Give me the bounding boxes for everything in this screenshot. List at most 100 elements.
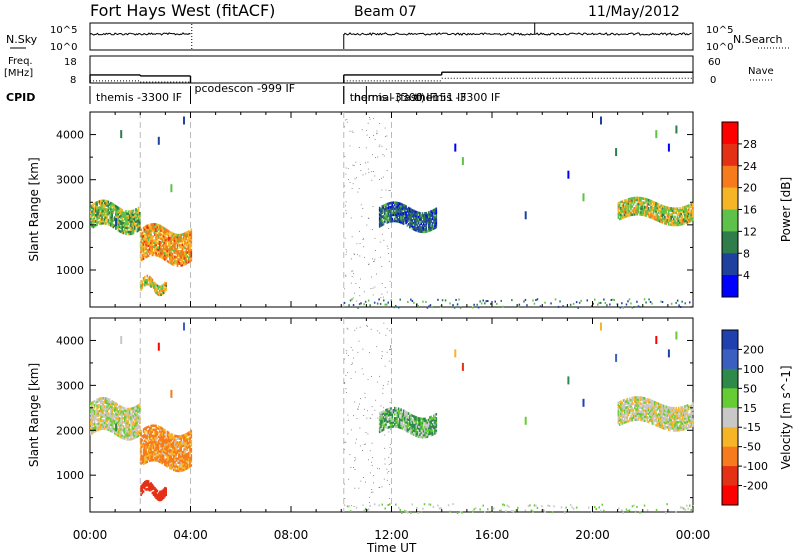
echo-cell — [155, 239, 157, 243]
echo-cell — [688, 419, 690, 423]
echo-cell — [172, 251, 175, 254]
echo-cell — [390, 419, 392, 422]
echo-cell — [140, 256, 142, 260]
echo-cell — [166, 461, 169, 464]
noise-dot — [381, 351, 383, 353]
ground-scatter-cell — [405, 510, 408, 513]
echo-cell — [142, 226, 145, 230]
ground-scatter-cell — [515, 509, 518, 512]
ground-scatter-cell — [627, 300, 629, 303]
echo-cell — [644, 205, 646, 209]
echo-cell — [688, 415, 690, 419]
echo-cell — [646, 212, 649, 216]
echo-cell — [151, 452, 154, 456]
echo-cell — [417, 435, 420, 438]
echo-cell — [126, 214, 128, 217]
echo-cell — [92, 207, 95, 210]
echo-cell — [116, 214, 118, 217]
echo-cell — [647, 410, 650, 414]
echo-cell — [116, 431, 118, 435]
echo-cell — [122, 211, 125, 214]
echo-cell — [164, 247, 166, 251]
echo-cell — [180, 461, 182, 464]
echo-cell — [161, 441, 164, 445]
echo-cell — [430, 218, 432, 221]
echo-cell — [111, 406, 113, 409]
echo-cell — [666, 208, 669, 212]
noise-dot — [386, 472, 388, 474]
echo-cell — [399, 206, 401, 209]
noise-dot — [388, 217, 390, 219]
echo-cell — [112, 402, 115, 406]
echo-cell — [91, 405, 93, 409]
noise-dot — [356, 300, 358, 302]
echo-cell — [117, 214, 120, 218]
echo-cell — [169, 460, 171, 464]
echo-cell — [145, 480, 147, 483]
echo-cell — [141, 485, 144, 489]
echo-cell — [150, 277, 152, 280]
echo-cell — [155, 440, 157, 444]
echo-cell — [651, 422, 654, 425]
echo-cell — [656, 424, 659, 427]
echo-cell — [97, 424, 100, 427]
echo-cell — [189, 461, 191, 464]
echo-cell — [620, 217, 622, 220]
echo-cell — [154, 438, 156, 442]
ground-scatter-cell — [526, 304, 528, 307]
echo-cell — [426, 419, 429, 422]
echo-cell — [100, 419, 102, 423]
echo-cell — [399, 411, 401, 415]
echo-cell — [145, 454, 147, 458]
echo-cell — [134, 436, 136, 440]
echo-cell — [117, 229, 120, 232]
echo-cell — [620, 215, 622, 218]
echo-cell — [679, 211, 681, 214]
echo-cell — [161, 236, 164, 239]
echo-cell — [661, 420, 664, 423]
echo-cell — [662, 211, 665, 214]
echo-cell — [630, 207, 632, 211]
echo-cell — [184, 256, 186, 260]
echo-cell — [176, 237, 179, 241]
echo-cell — [630, 205, 632, 209]
ground-scatter-cell — [456, 303, 459, 306]
noise-dot — [379, 414, 381, 416]
echo-cell — [140, 246, 142, 250]
echo-cell — [146, 426, 149, 429]
echo-cell — [181, 442, 184, 446]
echo-cell — [179, 467, 181, 471]
echo-cell — [405, 217, 407, 221]
ground-scatter-cell — [413, 301, 415, 304]
echo-cell — [154, 285, 156, 289]
echo-cell — [646, 208, 649, 212]
echo-cell — [162, 228, 165, 232]
echo-cell — [97, 406, 100, 409]
echo-cell — [392, 419, 395, 422]
echo-cell — [180, 235, 182, 239]
echo-cell — [681, 222, 684, 226]
noise-dot — [371, 442, 373, 444]
echo-cell — [155, 249, 157, 253]
echo-cell — [183, 466, 185, 470]
echo-cell — [160, 448, 162, 452]
echo-cell — [155, 434, 157, 438]
echo-cell — [681, 214, 684, 218]
echo-cell — [125, 415, 127, 419]
ground-scatter-cell — [437, 504, 439, 507]
echo-cell — [645, 212, 647, 215]
echo-cell — [659, 423, 661, 426]
echo-cell — [380, 212, 382, 215]
ground-scatter-cell — [666, 503, 668, 506]
echo-cell — [660, 411, 662, 415]
echo-cell — [102, 221, 105, 225]
echo-cell — [384, 218, 386, 221]
echo-cell — [657, 203, 660, 206]
echo-cell — [107, 414, 110, 417]
echo-cell — [172, 243, 175, 246]
echo-cell — [392, 211, 395, 215]
echo-cell — [134, 434, 136, 438]
echo-cell — [667, 420, 670, 423]
echo-cell — [169, 452, 171, 456]
echo-cell — [422, 214, 425, 217]
